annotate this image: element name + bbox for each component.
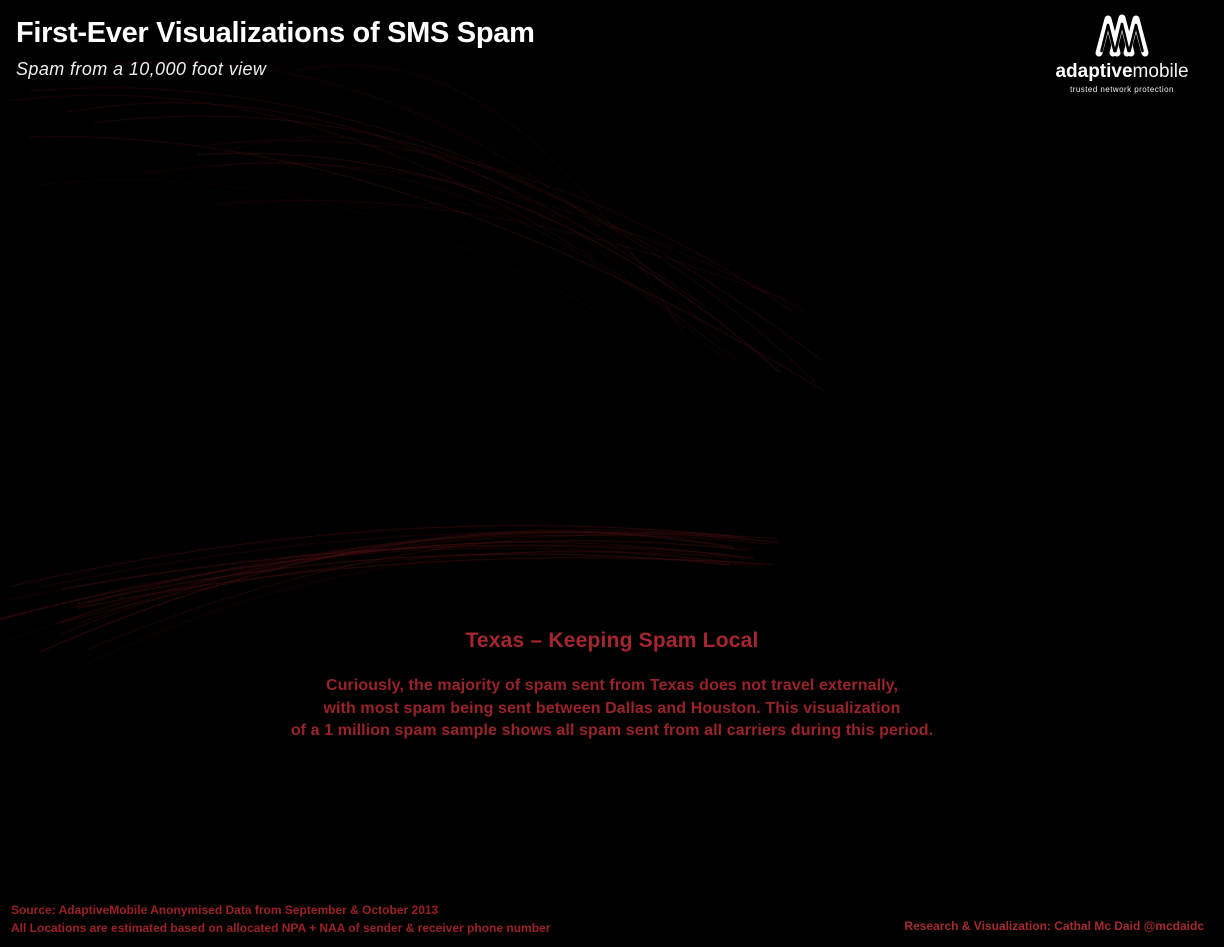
annotation-heading: Texas – Keeping Spam Local: [465, 629, 759, 652]
page-title: First-Ever Visualizations of SMS Spam: [16, 17, 535, 49]
page-subtitle: Spam from a 10,000 foot view: [16, 59, 267, 79]
annotation-line: of a 1 million spam sample shows all spa…: [290, 722, 934, 739]
source-line: All Locations are estimated based on all…: [11, 921, 551, 935]
source-line: Source: AdaptiveMobile Anonymised Data f…: [11, 903, 439, 917]
source-notes: Source: AdaptiveMobile Anonymised Data f…: [11, 901, 550, 937]
header: First-Ever Visualizations of SMS Spam Sp…: [16, 16, 535, 80]
brand-wordmark: adaptivemobile: [1042, 62, 1202, 81]
annotation-body: Curiously, the majority of spam sent fro…: [0, 675, 1224, 743]
adaptivemobile-logo-icon: [1095, 14, 1149, 57]
brand-bold: adaptive: [1055, 61, 1133, 82]
adaptivemobile-logo: adaptivemobile trusted network protectio…: [1042, 13, 1202, 94]
annotation-line: Curiously, the majority of spam sent fro…: [325, 677, 899, 694]
brand-tagline: trusted network protection: [1070, 85, 1174, 94]
credit-line: Research & Visualization: Cathal Mc Daid…: [904, 919, 1204, 933]
annotation: Texas – Keeping Spam Local Curiously, th…: [0, 629, 1224, 743]
brand-light: mobile: [1132, 61, 1189, 82]
annotation-line: with most spam being sent between Dallas…: [323, 699, 901, 717]
